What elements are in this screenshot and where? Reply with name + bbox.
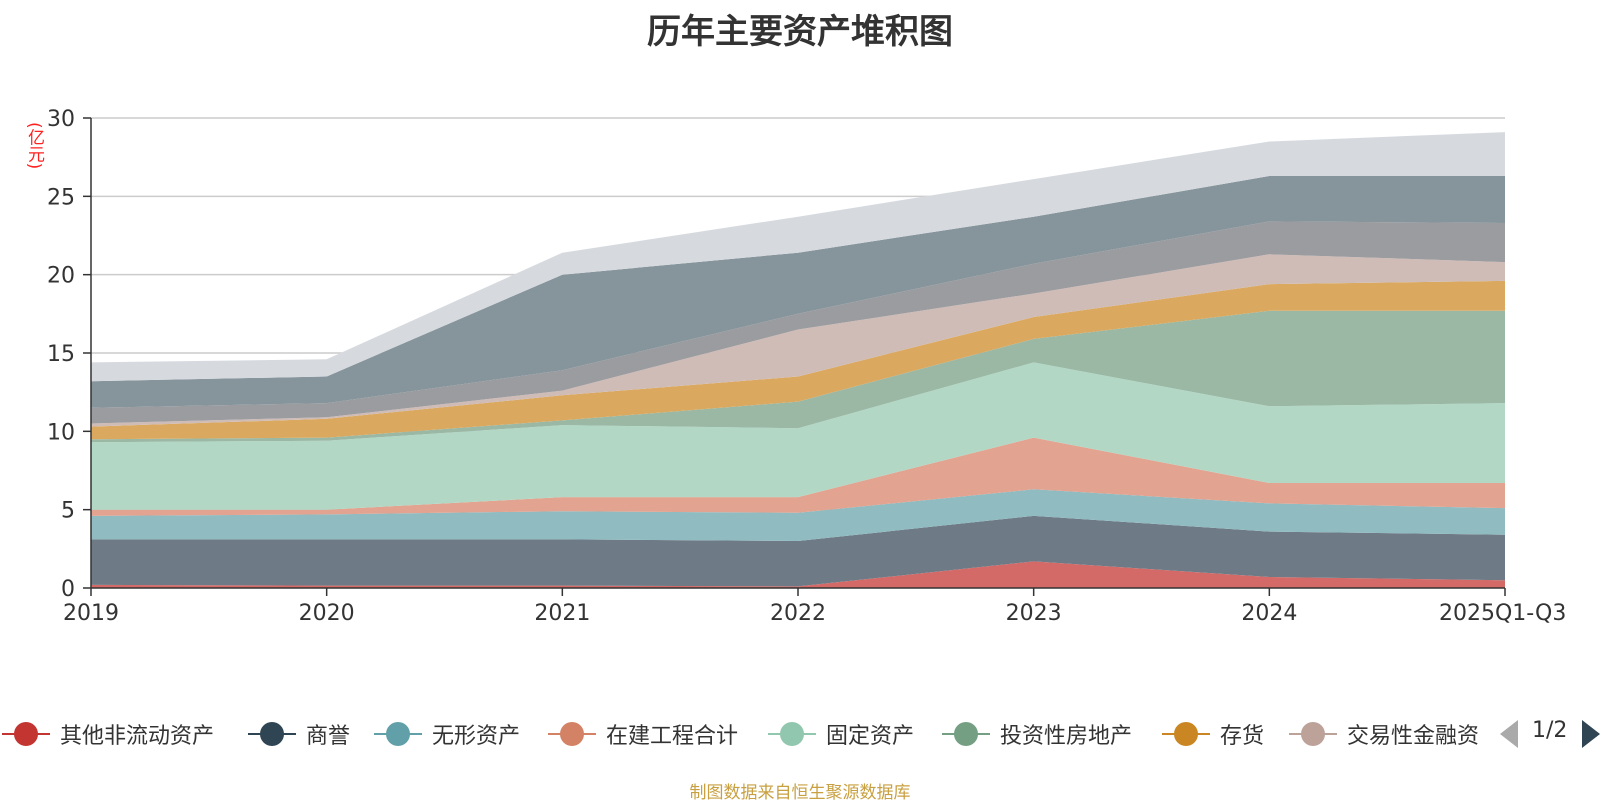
y-tick-label: 25: [47, 185, 75, 210]
area-series-1: [91, 515, 1505, 587]
area-series-0: [91, 561, 1505, 588]
axes: [83, 117, 1506, 596]
legend-marker-dot: [1174, 722, 1198, 746]
legend-marker-dot: [954, 722, 978, 746]
y-tick-label: 30: [47, 107, 75, 132]
legend-next-page-button[interactable]: [1582, 720, 1600, 748]
legend-label: 其他非流动资产: [60, 724, 215, 749]
area-series-6: [91, 280, 1505, 440]
x-tick-label: 2021: [534, 601, 590, 626]
legend-marker-icon: [246, 710, 298, 758]
y-axis-unit-label: (亿元): [24, 122, 44, 170]
x-tick-label: 2025Q1-Q3: [1439, 601, 1566, 626]
legend-label: 交易性金融资产: [1347, 724, 1478, 749]
area-series-2: [91, 489, 1505, 541]
y-tick-label: 0: [61, 577, 75, 602]
legend-label: 无形资产: [432, 724, 521, 749]
legend: 其他非流动资产商誉无形资产在建工程合计固定资产投资性房地产存货交易性金融资产其他…: [0, 710, 1600, 758]
legend-page-indicator: 1/2: [1532, 718, 1568, 743]
legend-marker-icon: [372, 710, 424, 758]
legend-label: 投资性房地产: [1000, 724, 1133, 749]
chart-title: 历年主要资产堆积图: [647, 12, 953, 52]
legend-marker-dot: [14, 722, 38, 746]
legend-item-0[interactable]: 其他非流动资产: [0, 710, 214, 758]
area-series-3: [91, 437, 1505, 516]
legend-marker-icon: [1160, 710, 1212, 758]
area-series-9: [91, 176, 1505, 408]
y-tick-label: 20: [47, 264, 75, 289]
legend-prev-page-button[interactable]: [1500, 720, 1518, 748]
legend-marker-icon: [940, 710, 992, 758]
legend-item-5[interactable]: 投资性房地产: [940, 710, 1132, 758]
legend-item-1[interactable]: 商誉: [246, 710, 350, 758]
legend-marker-dot: [1301, 722, 1325, 746]
legend-marker-dot: [386, 722, 410, 746]
legend-marker-icon: [546, 710, 598, 758]
y-tick-label: 5: [61, 499, 75, 524]
area-series-4: [91, 362, 1505, 510]
x-tick-label: 2024: [1241, 601, 1297, 626]
area-series-8: [91, 221, 1505, 424]
area-series-7: [91, 254, 1505, 427]
legend-item-3[interactable]: 在建工程合计: [546, 710, 738, 758]
legend-label: 存货: [1220, 724, 1265, 749]
legend-items-viewport: 其他非流动资产商誉无形资产在建工程合计固定资产投资性房地产存货交易性金融资产其他…: [0, 710, 1478, 758]
legend-marker-icon: [1287, 710, 1339, 758]
y-tick-label: 10: [47, 420, 75, 445]
legend-marker-icon: [766, 710, 818, 758]
x-tick-label: 2019: [63, 601, 119, 626]
area-series-10: [91, 132, 1505, 382]
legend-item-6[interactable]: 存货: [1160, 710, 1264, 758]
legend-item-2[interactable]: 无形资产: [372, 710, 520, 758]
legend-label: 商誉: [306, 724, 351, 749]
legend-label: 在建工程合计: [606, 724, 739, 749]
legend-item-4[interactable]: 固定资产: [766, 710, 914, 758]
legend-label: 固定资产: [826, 724, 915, 749]
tick-labels: 0 5 10 15 20 25 30 2019 2020 2021 2022 2023 2024 2025…: [47, 107, 1566, 626]
legend-marker-icon: [0, 710, 52, 758]
x-tick-label: 2023: [1006, 601, 1062, 626]
x-tick-label: 2022: [770, 601, 826, 626]
legend-marker-dot: [780, 722, 804, 746]
area-series-5: [91, 310, 1505, 443]
source-note: 制图数据来自恒生聚源数据库: [689, 783, 911, 803]
x-tick-label: 2020: [299, 601, 355, 626]
legend-item-7[interactable]: 交易性金融资产: [1287, 710, 1478, 758]
area-series-group: [91, 132, 1505, 588]
stacked-area-chart: 0 5 10 15 20 25 30 2019 2020 2021 2022 2023 2024 2025…: [47, 107, 1566, 626]
legend-marker-dot: [260, 722, 284, 746]
y-tick-label: 15: [47, 342, 75, 367]
legend-marker-dot: [560, 722, 584, 746]
